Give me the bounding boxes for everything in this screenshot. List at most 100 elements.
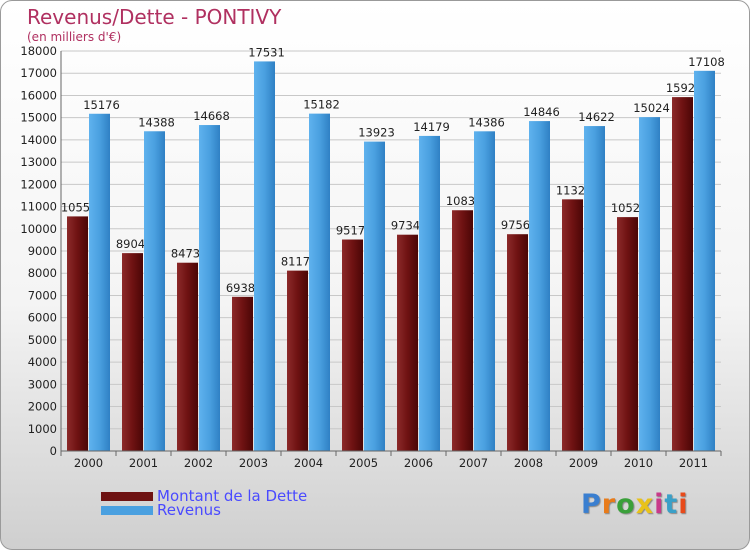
y-tick-label: 5000 <box>28 333 57 347</box>
data-label-debt-2008: 9756 <box>501 218 530 232</box>
bar-revenus-2002 <box>199 125 220 452</box>
bar-revenus-2000 <box>89 113 110 451</box>
x-tick-label-2009: 2009 <box>569 456 598 470</box>
legend-swatch-debt <box>101 491 153 501</box>
x-tick-label-2004: 2004 <box>294 456 323 470</box>
x-tick-label-2010: 2010 <box>624 456 653 470</box>
x-tick-label-2005: 2005 <box>349 456 378 470</box>
y-tick-label: 7000 <box>28 288 57 302</box>
bar-debt-2008 <box>507 234 528 451</box>
logo-letter: i <box>654 489 665 520</box>
bar-debt-2001 <box>122 253 143 451</box>
y-tick-label: 18000 <box>20 44 57 58</box>
y-tick-label: 11000 <box>20 200 57 214</box>
bar-revenus-2004 <box>309 113 330 451</box>
data-label-revenus-2010: 15024 <box>633 101 670 115</box>
x-tick-label-2006: 2006 <box>404 456 433 470</box>
logo-letter: x <box>635 489 655 520</box>
data-label-debt-2000: 1055 <box>61 200 90 214</box>
data-label-revenus-2000: 15176 <box>83 98 120 112</box>
legend-label-debt: Montant de la Dette <box>157 487 308 505</box>
x-tick-label-2007: 2007 <box>459 456 488 470</box>
data-label-debt-2005: 9517 <box>336 224 365 238</box>
data-label-revenus-2008: 14846 <box>523 105 560 119</box>
data-label-revenus-2009: 14622 <box>578 110 615 124</box>
bar-debt-2002 <box>177 262 198 451</box>
x-tick-label-2001: 2001 <box>129 456 158 470</box>
y-tick-label: 14000 <box>20 133 57 147</box>
bar-revenus-2006 <box>419 135 440 451</box>
legend-swatch-revenus <box>101 505 153 515</box>
logo-letter: i <box>678 489 689 520</box>
y-tick-label: 13000 <box>20 155 57 169</box>
y-tick-label: 2000 <box>28 400 57 414</box>
data-label-revenus-2003: 17531 <box>248 45 285 59</box>
y-tick-label: 12000 <box>20 177 57 191</box>
data-label-revenus-2006: 14179 <box>413 120 450 134</box>
data-label-revenus-2011: 17108 <box>688 55 725 69</box>
bar-debt-2009 <box>562 199 583 451</box>
y-tick-label: 6000 <box>28 311 57 325</box>
y-tick-label: 4000 <box>28 355 57 369</box>
x-tick-label-2011: 2011 <box>679 456 708 470</box>
y-tick-label: 8000 <box>28 266 57 280</box>
y-tick-label: 17000 <box>20 66 57 80</box>
bar-debt-2000 <box>67 216 88 451</box>
data-label-revenus-2005: 13923 <box>358 126 395 140</box>
bars: 1055 15176 8904 14388 8473 14668 6938 17531 8117… <box>61 45 725 452</box>
legend-item-revenus: Revenus <box>101 501 221 519</box>
bar-revenus-2003 <box>254 61 275 452</box>
bar-revenus-2005 <box>364 141 385 451</box>
y-tick-label: 9000 <box>28 244 57 258</box>
page-subtitle: (en milliers d'€) <box>27 30 122 44</box>
data-label-debt-2004: 8117 <box>281 255 310 269</box>
data-label-debt-2009: 1132 <box>556 183 585 197</box>
bar-debt-2007 <box>452 210 473 451</box>
x-tick-label-2003: 2003 <box>239 456 268 470</box>
data-label-debt-2002: 8473 <box>171 247 200 261</box>
bar-revenus-2008 <box>529 121 550 451</box>
x-axis: 2000 2001 2002 2003 2004 2005 2006 2007 2008 2009… <box>60 450 722 470</box>
logo-letter: r <box>601 489 617 520</box>
bar-revenus-2010 <box>639 117 660 451</box>
x-tick-label-2002: 2002 <box>184 456 213 470</box>
page-title: Revenus/Dette - PONTIVY <box>27 5 282 29</box>
data-label-revenus-2001: 14388 <box>138 115 175 129</box>
x-tick-label-2000: 2000 <box>74 456 103 470</box>
proxiti-logo: Proxiti <box>581 489 689 520</box>
data-label-revenus-2002: 14668 <box>193 109 230 123</box>
bar-debt-2010 <box>617 217 638 451</box>
data-label-revenus-2007: 14386 <box>468 115 505 129</box>
y-tick-label: 16000 <box>20 88 57 102</box>
y-tick-label: 15000 <box>20 111 57 125</box>
logo-letter: t <box>664 489 679 520</box>
data-label-debt-2010: 1052 <box>611 201 640 215</box>
data-label-debt-2007: 1083 <box>446 194 475 208</box>
bar-debt-2003 <box>232 296 253 451</box>
data-label-debt-2001: 8904 <box>116 237 145 251</box>
legend-label-revenus: Revenus <box>157 501 221 519</box>
data-label-debt-2006: 9734 <box>391 219 420 233</box>
bar-debt-2011 <box>672 97 693 451</box>
y-tick-label: 0 <box>50 444 57 458</box>
legend-item-debt: Montant de la Dette <box>101 487 307 505</box>
x-tick-label-2008: 2008 <box>514 456 543 470</box>
data-label-debt-2011: 1592 <box>666 81 695 95</box>
bar-debt-2006 <box>397 234 418 451</box>
data-label-revenus-2004: 15182 <box>303 98 340 112</box>
bar-debt-2005 <box>342 239 363 451</box>
bar-revenus-2009 <box>584 126 605 452</box>
bar-revenus-2011 <box>694 70 715 452</box>
y-tick-label: 10000 <box>20 222 57 236</box>
bar-revenus-2007 <box>474 131 495 452</box>
data-label-debt-2003: 6938 <box>226 281 255 295</box>
y-axis: 0 1000 2000 3000 4000 5000 6000 7000 8000 9000 100… <box>20 44 62 458</box>
bar-revenus-2001 <box>144 131 165 451</box>
y-tick-label: 1000 <box>28 422 57 436</box>
logo-letter: P <box>581 489 602 520</box>
logo-letter: o <box>616 489 636 520</box>
y-tick-label: 3000 <box>28 377 57 391</box>
bar-debt-2004 <box>287 270 308 451</box>
